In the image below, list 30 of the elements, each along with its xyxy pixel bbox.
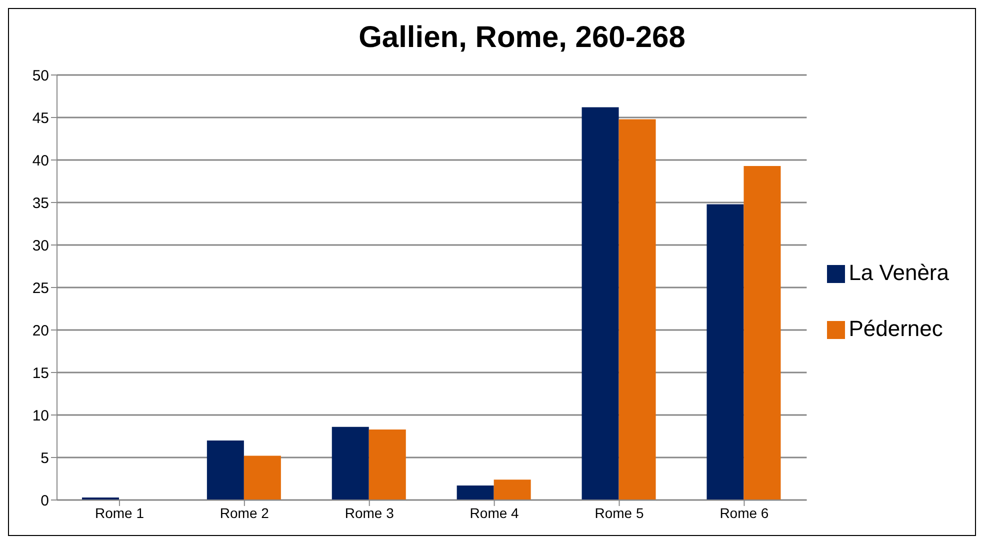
chart-title: Gallien, Rome, 260-268 [358,20,686,56]
bar [244,456,281,500]
y-tick-label: 30 [32,237,49,254]
y-tick-label: 35 [32,194,49,212]
y-tick-label: 0 [40,492,49,510]
y-tick-label: 25 [32,280,49,297]
y-tick-label: 20 [32,322,49,340]
bar [494,480,531,500]
y-tick-label: 45 [32,110,49,127]
y-tick-label: 50 [32,67,49,84]
bar [706,204,744,500]
bar [368,429,406,500]
y-tick-label: 40 [32,152,49,170]
x-tick-label: Rome 3 [344,504,394,521]
bar [332,426,369,500]
x-tick-label: Rome 4 [470,504,520,521]
bar [618,119,656,500]
legend-label: Pédernec [848,316,943,341]
bar [456,486,494,500]
y-tick-label: 15 [32,364,49,382]
bar [582,107,619,500]
x-tick-label: Rome 1 [94,504,144,521]
legend-label: La Venèra [848,260,949,285]
y-tick-label: 10 [32,407,49,424]
bar [744,166,781,500]
x-tick-label: Rome 2 [220,504,270,521]
x-tick-label: Rome 6 [720,504,769,521]
x-tick-label: Rome 5 [594,504,644,521]
bar [206,440,244,500]
y-tick-label: 5 [40,450,49,467]
